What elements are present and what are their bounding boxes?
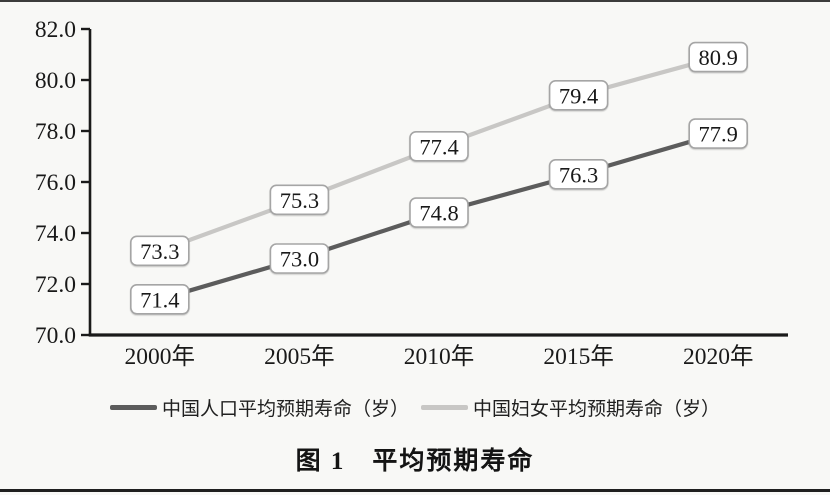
data-label-value: 79.4 bbox=[559, 83, 598, 108]
data-label-value: 80.9 bbox=[699, 45, 738, 70]
data-label-box bbox=[269, 243, 330, 274]
data-label-box bbox=[688, 41, 749, 73]
data-label-box bbox=[130, 283, 190, 315]
bottom-rule bbox=[0, 489, 830, 492]
data-label-box bbox=[269, 184, 330, 216]
data-label-box bbox=[409, 131, 469, 162]
data-label-box bbox=[409, 197, 469, 228]
top-rule bbox=[0, 0, 830, 2]
data-label-value: 76.3 bbox=[559, 162, 598, 187]
data-label-value: 75.3 bbox=[280, 188, 319, 213]
data-label-value: 77.4 bbox=[419, 134, 458, 159]
x-tick-label: 2015年 bbox=[543, 343, 614, 370]
legend-item-population: 中国人口平均预期寿命（岁） bbox=[109, 394, 409, 421]
x-tick-label: 2005年 bbox=[264, 343, 335, 370]
line-chart: 70.0 72.0 74.0 76.0 78.0 80.0 82.0 2000年 2005年 20… bbox=[35, 17, 788, 370]
y-tick-label: 78.0 bbox=[35, 119, 76, 145]
data-label-box bbox=[548, 159, 609, 190]
data-label-box bbox=[548, 80, 609, 111]
data-label-box bbox=[130, 235, 190, 267]
chart-legend: 中国人口平均预期寿命（岁） 中国妇女平均预期寿命（岁） bbox=[0, 394, 830, 421]
figure-caption: 图 1 平均预期寿命 bbox=[295, 448, 535, 475]
y-tick-label: 76.0 bbox=[35, 170, 76, 196]
y-tick-label: 80.0 bbox=[35, 68, 76, 94]
legend-label-women: 中国妇女平均预期寿命（岁） bbox=[473, 399, 721, 420]
x-tick-label: 2000年 bbox=[125, 343, 196, 370]
chart-canvas: 70.0 72.0 74.0 76.0 78.0 80.0 82.0 2000年 2005年 20… bbox=[35, 17, 788, 370]
y-tick-label: 74.0 bbox=[35, 221, 76, 247]
data-label-box bbox=[688, 118, 749, 149]
data-label-value: 73.0 bbox=[280, 247, 319, 272]
data-label-value: 74.8 bbox=[419, 201, 458, 226]
data-label-value: 73.3 bbox=[140, 239, 179, 264]
y-tick-label: 82.0 bbox=[35, 17, 76, 43]
y-tick-label: 70.0 bbox=[35, 323, 76, 349]
x-tick-label: 2020年 bbox=[683, 343, 754, 370]
data-label-value: 71.4 bbox=[140, 287, 179, 312]
x-tick-label: 2010年 bbox=[404, 343, 475, 370]
y-tick-label: 72.0 bbox=[35, 272, 76, 298]
population-line-swatch-icon bbox=[109, 405, 157, 410]
legend-item-women: 中国妇女平均预期寿命（岁） bbox=[421, 394, 720, 421]
legend-label-population: 中国人口平均预期寿命（岁） bbox=[161, 399, 409, 420]
women-line-swatch-icon bbox=[421, 405, 468, 410]
data-label-value: 77.9 bbox=[699, 122, 738, 147]
